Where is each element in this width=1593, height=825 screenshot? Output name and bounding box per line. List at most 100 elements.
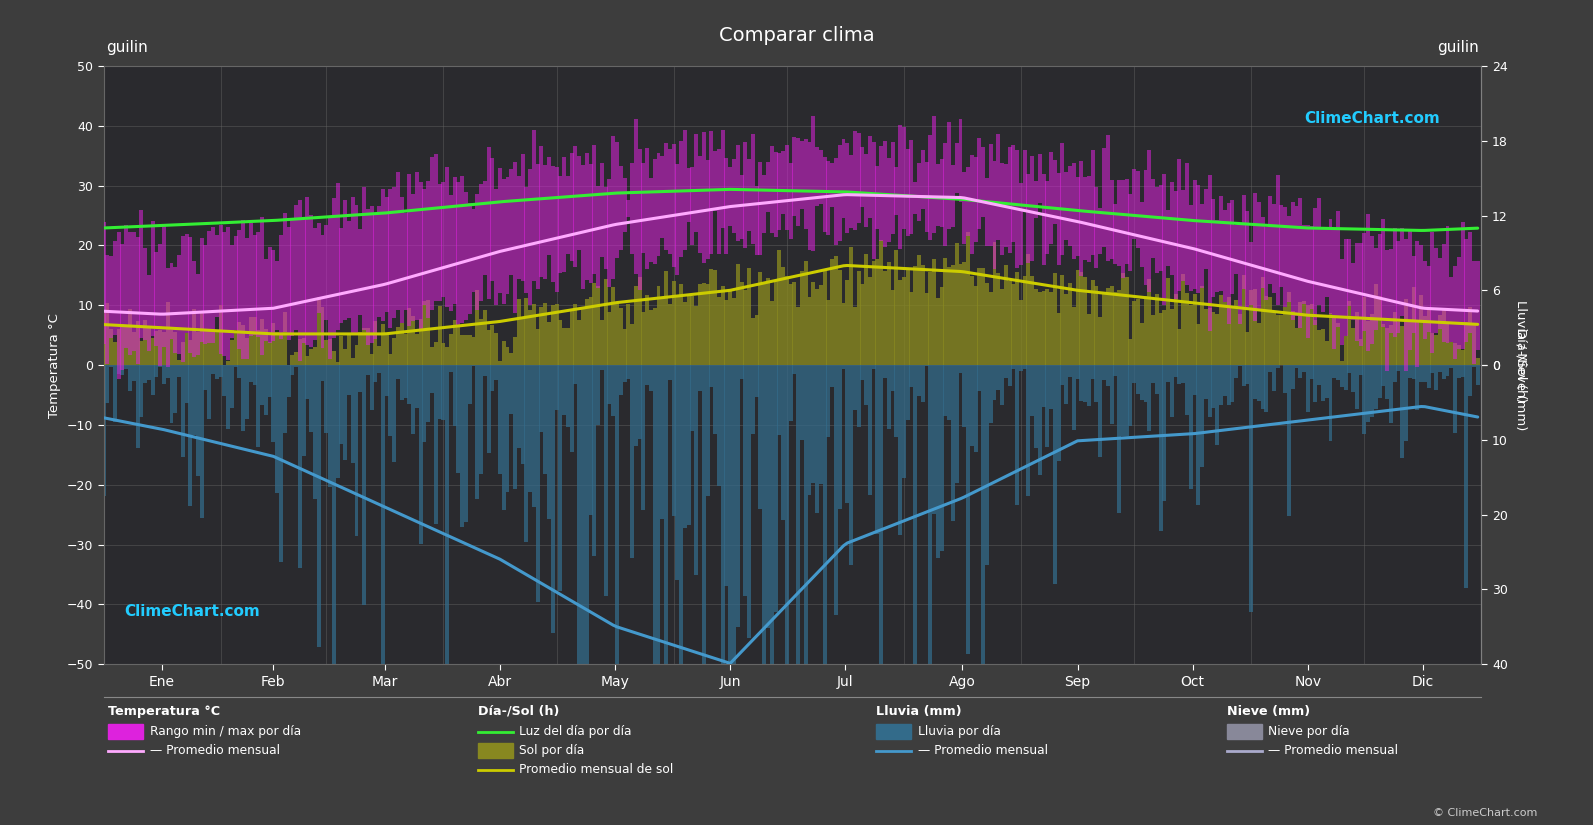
Bar xyxy=(653,308,656,365)
Bar xyxy=(433,342,438,365)
Bar xyxy=(1313,208,1317,324)
Bar xyxy=(1290,365,1295,389)
Bar xyxy=(336,183,339,330)
Bar xyxy=(355,205,358,336)
Bar xyxy=(449,365,452,372)
Bar xyxy=(1185,365,1188,415)
Bar xyxy=(871,142,876,259)
Bar xyxy=(237,322,242,365)
Bar xyxy=(505,365,510,492)
Bar xyxy=(306,356,309,365)
Bar xyxy=(199,238,204,342)
Bar xyxy=(1053,365,1056,584)
Bar xyxy=(1389,324,1392,365)
Bar xyxy=(1114,292,1117,365)
Bar xyxy=(510,365,513,414)
Bar xyxy=(1260,365,1265,409)
Bar xyxy=(378,365,381,373)
Bar xyxy=(978,365,981,391)
Bar xyxy=(1083,276,1086,365)
Bar xyxy=(325,365,328,433)
Bar xyxy=(188,237,193,353)
Bar xyxy=(1397,322,1400,365)
Bar xyxy=(601,163,604,257)
Bar xyxy=(890,365,895,391)
Bar xyxy=(653,159,656,264)
Bar xyxy=(675,365,679,580)
Bar xyxy=(143,248,147,340)
Bar xyxy=(573,365,577,384)
Bar xyxy=(108,329,113,365)
Bar xyxy=(879,365,883,664)
Bar xyxy=(935,163,940,226)
Bar xyxy=(287,228,290,340)
Bar xyxy=(1306,365,1309,412)
Bar xyxy=(690,167,695,245)
Bar xyxy=(1098,208,1102,254)
Bar xyxy=(1329,313,1332,365)
Bar xyxy=(245,238,249,359)
Bar xyxy=(1223,303,1227,365)
Bar xyxy=(249,365,253,382)
Bar xyxy=(573,304,577,365)
Bar xyxy=(612,365,615,416)
Bar xyxy=(158,243,162,365)
Bar xyxy=(733,299,736,365)
Bar xyxy=(1155,187,1158,273)
Bar xyxy=(166,365,170,378)
Bar xyxy=(918,255,921,365)
Bar xyxy=(1378,296,1381,365)
Bar xyxy=(199,365,204,518)
Bar xyxy=(1067,365,1072,377)
Bar xyxy=(962,365,967,427)
Bar xyxy=(1083,365,1086,403)
Bar xyxy=(260,365,264,405)
Bar xyxy=(196,332,199,365)
Bar xyxy=(615,142,620,258)
Bar xyxy=(811,365,816,483)
Bar xyxy=(781,365,785,521)
Bar xyxy=(182,342,185,365)
Bar xyxy=(816,289,819,365)
Bar xyxy=(1050,292,1053,365)
Bar xyxy=(174,267,177,353)
Bar xyxy=(1325,341,1329,365)
Bar xyxy=(139,210,143,338)
Bar xyxy=(1230,307,1235,365)
Bar xyxy=(124,324,127,365)
Bar xyxy=(1182,274,1185,365)
Bar xyxy=(546,158,551,255)
Bar xyxy=(1442,308,1446,365)
Bar xyxy=(720,285,725,365)
Bar xyxy=(819,285,824,365)
Bar xyxy=(1158,185,1163,271)
Bar xyxy=(336,365,339,478)
Text: Temperatura °C: Temperatura °C xyxy=(108,705,220,718)
Bar xyxy=(1230,365,1235,403)
Bar xyxy=(158,330,162,365)
Bar xyxy=(769,301,774,365)
Bar xyxy=(1469,307,1472,365)
Bar xyxy=(954,243,959,365)
Bar xyxy=(1211,365,1215,408)
Bar xyxy=(347,335,350,365)
Bar xyxy=(479,319,483,365)
Bar xyxy=(1061,275,1064,365)
Bar xyxy=(687,295,691,365)
Bar xyxy=(433,154,438,301)
Bar xyxy=(1397,365,1400,370)
Bar xyxy=(419,318,422,365)
Bar xyxy=(1133,365,1136,383)
Bar xyxy=(457,365,460,473)
Bar xyxy=(139,365,143,417)
Bar xyxy=(660,156,664,238)
Bar xyxy=(1163,174,1166,305)
Bar xyxy=(1265,365,1268,412)
Bar xyxy=(675,295,679,365)
Bar xyxy=(460,335,464,365)
Bar xyxy=(1136,299,1141,365)
Bar xyxy=(1227,297,1230,365)
Bar xyxy=(1260,218,1265,288)
Bar xyxy=(373,214,378,339)
Bar xyxy=(384,197,389,313)
